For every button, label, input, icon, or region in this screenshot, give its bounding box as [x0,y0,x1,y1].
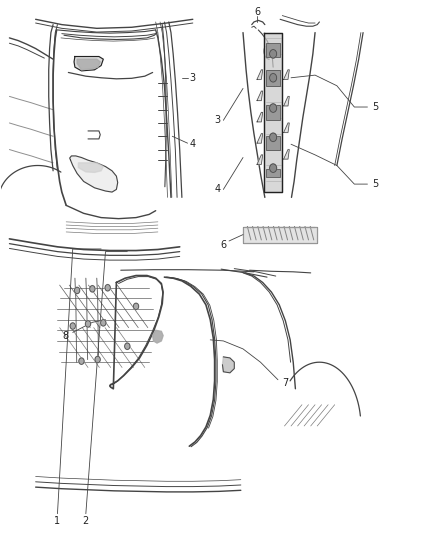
Text: 4: 4 [190,139,196,149]
Polygon shape [284,96,289,106]
Circle shape [79,358,84,365]
Circle shape [85,321,91,327]
Polygon shape [78,163,103,172]
Polygon shape [257,155,263,165]
Circle shape [134,303,139,310]
Text: 1: 1 [54,515,60,526]
Circle shape [125,343,130,350]
Circle shape [70,323,75,329]
Text: 3: 3 [190,73,196,83]
Polygon shape [74,56,103,71]
Bar [266,136,280,150]
Circle shape [90,286,95,292]
Polygon shape [152,330,163,343]
Polygon shape [223,357,234,373]
Circle shape [270,133,277,142]
Bar [266,106,280,120]
Text: 7: 7 [282,378,289,389]
Text: 6: 6 [220,240,226,250]
Polygon shape [70,156,118,192]
Polygon shape [243,227,317,243]
Circle shape [270,50,277,58]
Circle shape [95,357,100,363]
Polygon shape [257,112,263,122]
Polygon shape [257,70,263,79]
Circle shape [101,320,106,326]
Text: 2: 2 [83,515,89,526]
Text: 8: 8 [62,330,68,341]
Text: 5: 5 [372,179,378,189]
Circle shape [105,285,110,291]
Polygon shape [265,33,282,192]
Polygon shape [257,91,263,101]
Polygon shape [257,134,263,143]
Text: 4: 4 [215,184,221,195]
Text: 6: 6 [254,7,261,18]
Circle shape [270,74,277,82]
Bar [266,169,280,177]
Bar [266,70,280,86]
Bar [266,43,280,56]
Text: 3: 3 [215,115,221,125]
Polygon shape [77,59,100,70]
Circle shape [270,104,277,112]
Polygon shape [284,150,289,159]
Polygon shape [284,123,289,133]
Circle shape [74,287,80,294]
Circle shape [270,164,277,172]
Text: 5: 5 [372,102,378,112]
Polygon shape [284,70,289,79]
